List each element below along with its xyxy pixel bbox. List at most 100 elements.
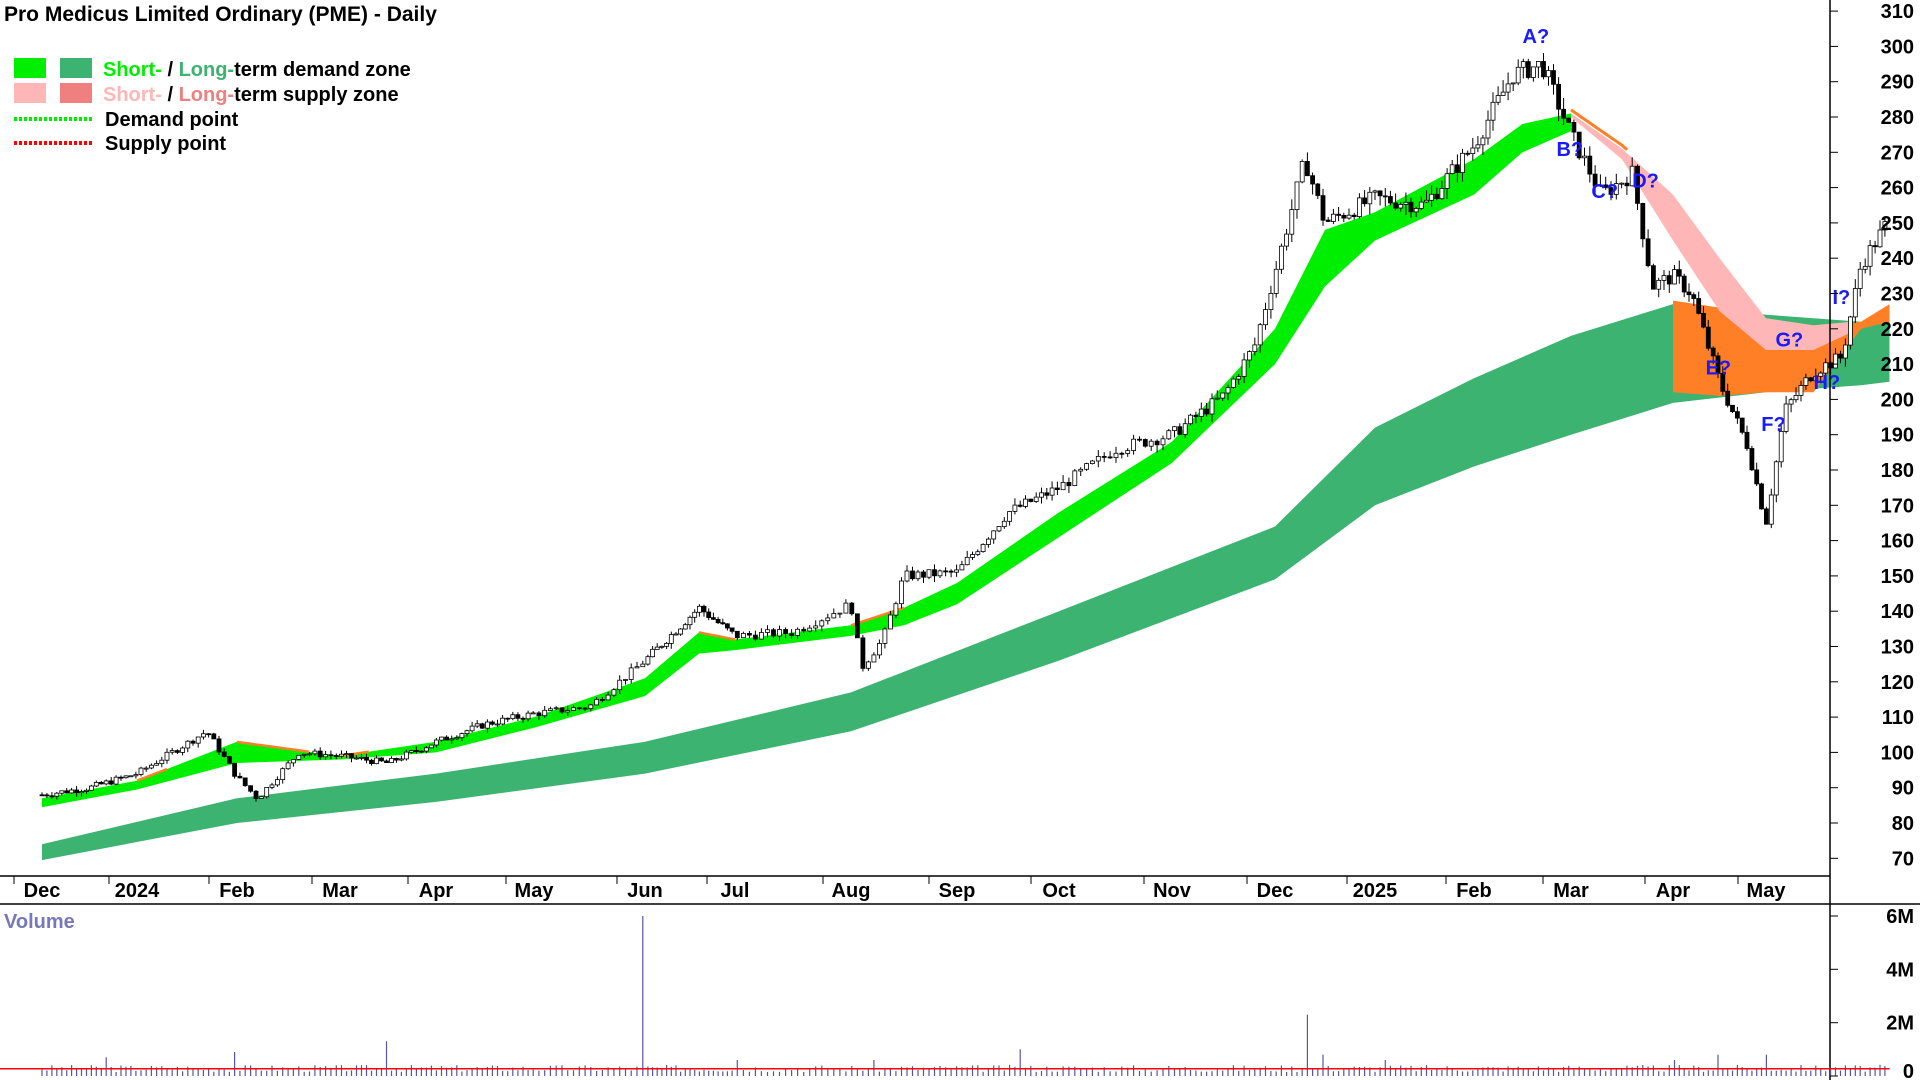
x-tick-label: 2025 xyxy=(1353,880,1398,902)
candle-body xyxy=(1857,268,1863,289)
legend-label-supply-zone: Short- / Long-term supply zone xyxy=(103,84,399,106)
candle-body xyxy=(1603,184,1609,188)
x-tick-label: Feb xyxy=(1456,880,1492,902)
candle-body xyxy=(103,780,109,785)
candle-body xyxy=(565,710,571,713)
annotation-f: F? xyxy=(1761,414,1785,436)
candle-body xyxy=(1273,268,1279,294)
candle-body xyxy=(825,617,831,622)
candle-body xyxy=(915,571,921,580)
candle-body xyxy=(484,721,490,729)
candle-body xyxy=(354,757,359,760)
annotation-d: D? xyxy=(1632,171,1659,193)
candle-body xyxy=(701,605,707,613)
candle-body xyxy=(789,633,794,636)
candle-body xyxy=(571,707,576,711)
candle-body xyxy=(771,629,776,637)
candle-body xyxy=(264,787,270,798)
candle-body xyxy=(464,730,470,735)
candle-body xyxy=(1470,147,1476,154)
candle-body xyxy=(1072,470,1078,486)
candle-body xyxy=(433,739,439,746)
candle-body xyxy=(1198,408,1204,417)
candle-body xyxy=(860,637,866,669)
candle-body xyxy=(1084,463,1089,470)
x-tick-label: 2024 xyxy=(115,880,160,902)
x-tick-label: Aug xyxy=(832,880,871,902)
candle-body xyxy=(1382,195,1388,198)
candle-body xyxy=(290,759,296,764)
y-tick-label: 280 xyxy=(1881,107,1914,129)
candle-body xyxy=(904,570,910,582)
candle-body xyxy=(495,723,500,726)
candle-body xyxy=(359,757,364,759)
candle-body xyxy=(1608,187,1614,195)
candle-body xyxy=(1465,152,1471,155)
y-tick-label: 210 xyxy=(1881,354,1914,376)
candle-body xyxy=(888,614,893,630)
candle-body xyxy=(133,774,139,777)
legend-label-demand-point: Demand point xyxy=(105,109,239,131)
candle-body xyxy=(1500,91,1506,96)
candle-body xyxy=(634,666,640,669)
annotation-i: I? xyxy=(1833,287,1851,309)
annotation-c: C? xyxy=(1591,181,1618,203)
candle-body xyxy=(1017,504,1023,507)
candle-body xyxy=(1818,372,1824,377)
candle-body xyxy=(1231,378,1236,388)
candle-body xyxy=(882,628,888,644)
candle-body xyxy=(74,789,79,794)
candle-body xyxy=(479,723,485,729)
y-tick-label: 90 xyxy=(1892,778,1914,800)
candle-body xyxy=(1263,309,1268,326)
candle-body xyxy=(1520,61,1526,68)
candle-body xyxy=(1023,498,1028,507)
candle-body xyxy=(164,751,170,761)
candle-body xyxy=(1882,221,1888,231)
candle-body xyxy=(374,757,379,764)
candle-body xyxy=(1220,392,1226,399)
candle-body xyxy=(866,661,871,669)
y-tick-label: 290 xyxy=(1881,72,1914,94)
candle-body xyxy=(323,754,329,758)
candle-body xyxy=(1705,326,1711,349)
candle-body xyxy=(1764,508,1769,525)
candle-body xyxy=(54,792,60,797)
candle-body xyxy=(1377,190,1383,197)
candle-body xyxy=(777,629,782,637)
y-tick-label: 230 xyxy=(1881,284,1914,306)
candle-body xyxy=(1413,207,1419,213)
x-tick-label: Mar xyxy=(322,880,358,902)
x-tick-label: Dec xyxy=(1257,880,1294,902)
candle-body xyxy=(1808,377,1814,382)
candle-body xyxy=(986,538,991,545)
candle-body xyxy=(454,737,460,740)
candle-body xyxy=(628,667,634,680)
candle-body xyxy=(711,617,716,620)
candle-body xyxy=(1843,344,1848,359)
candle-body xyxy=(654,646,660,650)
candle-body xyxy=(1214,397,1220,400)
y-tick-label: 220 xyxy=(1881,319,1914,341)
legend-swatch-long-supply xyxy=(60,83,92,103)
candle-body xyxy=(510,714,516,720)
annotation-g: G? xyxy=(1776,329,1804,351)
candle-body xyxy=(1582,155,1587,159)
candle-body xyxy=(1408,201,1414,213)
candle-body xyxy=(617,679,623,691)
candle-body xyxy=(1284,233,1289,247)
candle-body xyxy=(1640,202,1646,240)
candle-body xyxy=(403,751,409,760)
legend-swatch-short-supply xyxy=(14,83,46,103)
candle-body xyxy=(970,554,975,558)
candle-body xyxy=(339,753,344,757)
candle-body xyxy=(1813,375,1819,382)
candle-body xyxy=(954,569,959,573)
candle-body xyxy=(1279,245,1284,270)
y-tick-label: 250 xyxy=(1881,213,1914,235)
candle-body xyxy=(1681,275,1687,293)
candle-body xyxy=(1346,214,1352,219)
long-demand-band xyxy=(42,304,1890,861)
candle-body xyxy=(1788,399,1794,405)
candle-body xyxy=(1439,187,1445,200)
